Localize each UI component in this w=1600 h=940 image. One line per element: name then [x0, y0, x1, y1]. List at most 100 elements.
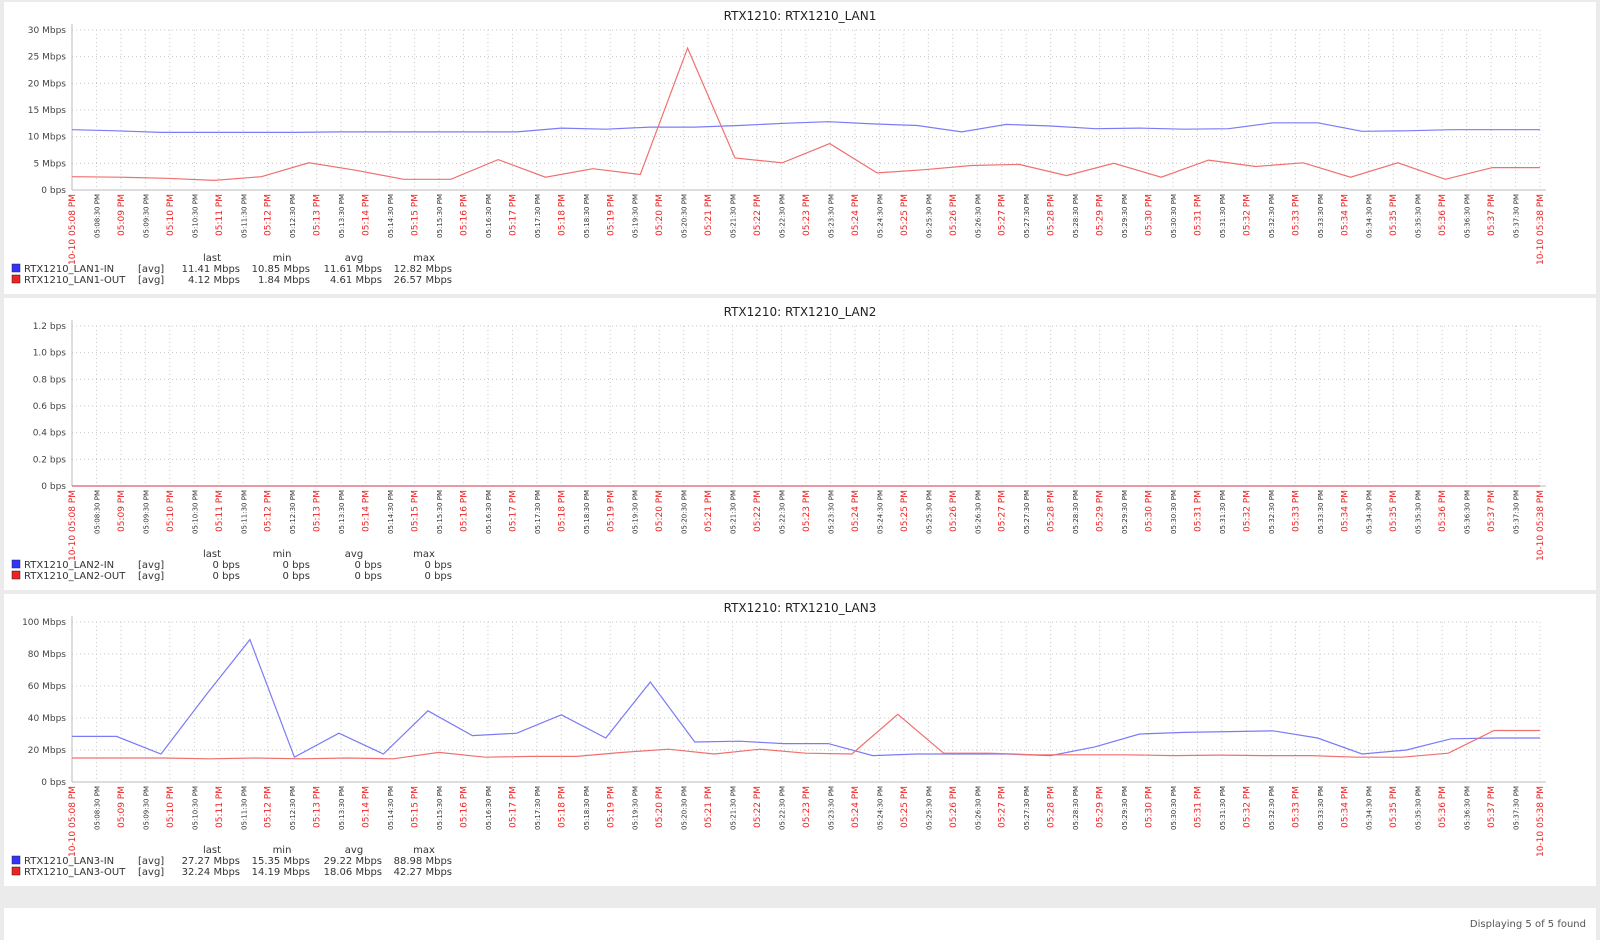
y-tick-label: 20 Mbps [28, 79, 67, 89]
graph-lan3: RTX1210: RTX1210_LAN3 0 bps 20 Mbps 40 Mbps… [11, 601, 1546, 878]
x-tick-label: 05:23 PM [802, 194, 812, 236]
x-tick-label: 05:27 PM [998, 786, 1008, 828]
x-tick-label: 05:28:30 PM [1072, 194, 1080, 238]
x-tick-label: 05:22:30 PM [779, 490, 787, 534]
x-tick-label: 05:11:30 PM [240, 786, 248, 830]
x-tick-label: 05:09 PM [117, 490, 127, 532]
x-tick-label: 05:21:30 PM [730, 490, 738, 534]
graph-title: RTX1210: RTX1210_LAN1 [724, 9, 877, 23]
x-tick-label: 05:37 PM [1487, 194, 1497, 236]
x-tick-label: 05:12:30 PM [289, 490, 297, 534]
x-tick-label: 05:34 PM [1340, 786, 1350, 828]
x-tick-label: 05:20 PM [655, 786, 665, 828]
x-tick-label: 05:15 PM [411, 194, 421, 236]
x-tick-label: 05:36 PM [1438, 786, 1448, 828]
x-tick-label: 05:22 PM [753, 786, 763, 828]
x-tick-label: 05:22 PM [753, 194, 763, 236]
x-tick-label: 05:34:30 PM [1366, 786, 1374, 830]
x-tick-label: 05:17:30 PM [534, 786, 542, 830]
x-tick-label: 05:16:30 PM [485, 786, 493, 830]
x-tick-label: 05:26:30 PM [974, 194, 982, 238]
x-tick-label: 05:12 PM [264, 490, 274, 532]
legend-stat: 0 bps [425, 571, 452, 582]
legend-stat: 0 bps [213, 571, 240, 582]
graph-panel-lan1: RTX1210: RTX1210_LAN1 0 bps 5 Mbps 10 Mbps 1… [4, 2, 1596, 294]
x-tick-label: 05:17:30 PM [534, 194, 542, 238]
x-tick-label: 05:30:30 PM [1170, 490, 1178, 534]
x-tick-label: 05:29:30 PM [1121, 194, 1129, 238]
x-tick-label: 05:19:30 PM [632, 194, 640, 238]
legend-series-name: RTX1210_LAN1-IN [24, 264, 114, 275]
y-tick-label: 15 Mbps [28, 106, 67, 116]
x-tick-label: 05:34:30 PM [1366, 194, 1374, 238]
legend-header: min [273, 253, 292, 264]
x-tick-label: 05:34 PM [1340, 490, 1350, 532]
x-tick-label: 05:37 PM [1487, 786, 1497, 828]
x-tick-label: 05:31:30 PM [1219, 786, 1227, 830]
y-tick-label: 20 Mbps [28, 746, 67, 756]
series-line-out [72, 713, 1540, 760]
x-tick-label: 05:30:30 PM [1170, 786, 1178, 830]
x-tick-label: 05:18:30 PM [583, 194, 591, 238]
x-tick-label: 05:15 PM [411, 490, 421, 532]
x-tick-label: 05:30 PM [1145, 194, 1155, 236]
legend-series-name: RTX1210_LAN3-OUT [24, 867, 126, 878]
x-tick-label: 05:32 PM [1242, 786, 1252, 828]
x-tick-label: 05:30 PM [1145, 786, 1155, 828]
x-tick-label: 05:21 PM [704, 786, 714, 828]
legend-swatch [11, 274, 21, 284]
x-tick-label: 05:11 PM [215, 194, 225, 236]
x-tick-label: 05:25 PM [900, 194, 910, 236]
x-tick-label: 05:24 PM [851, 490, 861, 532]
legend-header: avg [345, 845, 363, 856]
legend-stat: 26.57 Mbps [394, 275, 452, 286]
series-line-in [71, 121, 1540, 133]
legend-function: [avg] [138, 560, 164, 571]
legend-stat: 29.22 Mbps [324, 856, 382, 867]
x-tick-label: 05:32 PM [1242, 194, 1252, 236]
x-tick-label: 05:14:30 PM [387, 490, 395, 534]
x-tick-label: 05:24:30 PM [876, 194, 884, 238]
legend-stat: 1.84 Mbps [258, 275, 310, 286]
x-tick-label: 05:33 PM [1291, 490, 1301, 532]
graph-title: RTX1210: RTX1210_LAN3 [724, 601, 877, 615]
legend-stat: 0 bps [355, 560, 382, 571]
x-tick-label: 05:37:30 PM [1513, 786, 1521, 830]
y-tick-label: 0.2 bps [33, 455, 67, 465]
y-tick-label: 0.6 bps [33, 402, 67, 412]
y-tick-label: 60 Mbps [28, 682, 67, 692]
x-tick-label: 05:13:30 PM [338, 194, 346, 238]
legend-header: avg [345, 549, 363, 560]
legend-series-name: RTX1210_LAN2-IN [24, 560, 114, 571]
x-tick-label: 05:23 PM [802, 786, 812, 828]
x-tick-label: 05:27:30 PM [1023, 490, 1031, 534]
legend-stat: 4.61 Mbps [330, 275, 382, 286]
legend-header: last [203, 845, 221, 856]
y-tick-label: 0 bps [41, 482, 66, 492]
x-tick-label: 05:14 PM [362, 194, 372, 236]
x-tick-label: 05:14:30 PM [387, 194, 395, 238]
y-tick-label: 80 Mbps [28, 650, 67, 660]
legend-header: max [413, 549, 435, 560]
x-tick-label: 05:32:30 PM [1268, 194, 1276, 238]
graph-title: RTX1210: RTX1210_LAN2 [724, 305, 877, 319]
legend-stat: 0 bps [213, 560, 240, 571]
x-tick-label: 05:25:30 PM [925, 490, 933, 534]
x-tick-label: 05:14:30 PM [387, 786, 395, 830]
x-tick-label: 05:25 PM [900, 786, 910, 828]
legend-header: min [273, 549, 292, 560]
legend-stat: 0 bps [425, 560, 452, 571]
x-tick-label: 05:11 PM [215, 786, 225, 828]
results-count: Displaying 5 of 5 found [1469, 919, 1586, 930]
x-tick-label: 05:27 PM [998, 194, 1008, 236]
legend-stat: 88.98 Mbps [394, 856, 452, 867]
legend-header: min [273, 845, 292, 856]
x-tick-label: 05:14 PM [362, 786, 372, 828]
x-tick-label: 05:36 PM [1438, 490, 1448, 532]
x-tick-label: 05:12 PM [264, 786, 274, 828]
x-tick-label: 05:21 PM [704, 194, 714, 236]
x-tick-label: 05:17 PM [508, 786, 518, 828]
x-tick-label: 05:24 PM [851, 786, 861, 828]
y-tick-label: 100 Mbps [22, 618, 66, 628]
x-tick-label: 05:20:30 PM [681, 490, 689, 534]
